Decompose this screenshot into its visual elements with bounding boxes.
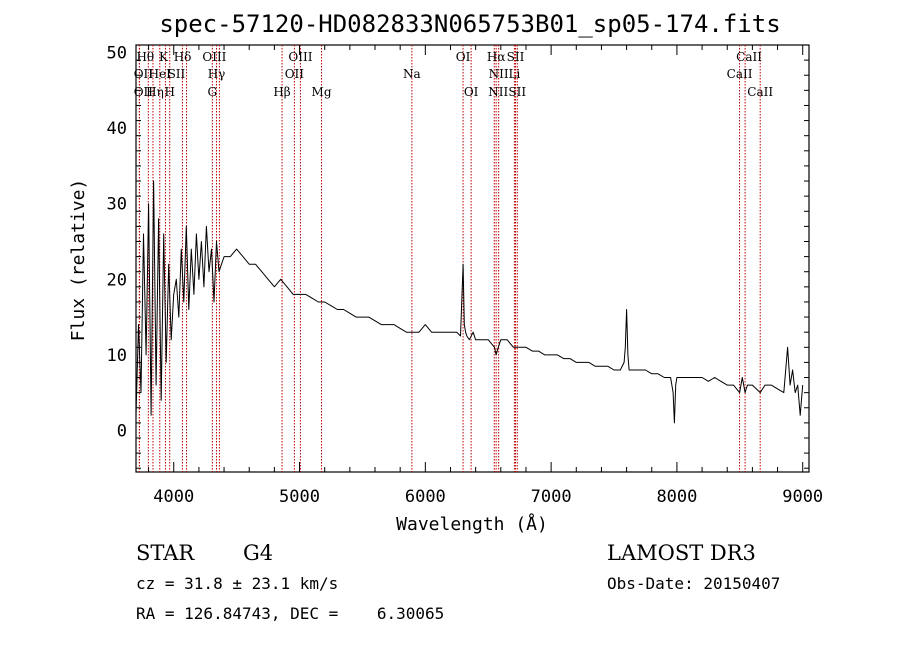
spectral-line-label: Li — [508, 67, 520, 81]
coordinates-text: RA = 126.84743, DEC = 6.30065 — [136, 604, 444, 623]
spectral-line-label: NII — [489, 67, 509, 81]
y-axis-ticks: 0 10 20 30 40 50 — [107, 44, 809, 469]
spectral-line-label: Hγ — [208, 67, 226, 81]
spectral-line-label: OI — [464, 85, 479, 99]
spectral-line-label: OII — [134, 85, 154, 99]
y-tick-label: 0 — [117, 421, 127, 441]
y-tick-label: 40 — [107, 119, 127, 139]
spectral-line-label: Hβ — [273, 85, 290, 99]
x-tick-label: 6000 — [405, 487, 446, 507]
y-tick-label: 10 — [107, 346, 127, 366]
spectral-line-label: OII — [134, 67, 154, 81]
y-tick-label: 30 — [107, 195, 127, 215]
spectral-line-label: HeI — [149, 67, 172, 81]
object-class: STAR — [136, 541, 195, 565]
x-axis-label: Wavelength (Å) — [396, 513, 548, 535]
x-tick-label: 8000 — [656, 487, 697, 507]
spectrum-layer — [135, 180, 804, 424]
x-axis-ticks: 4000 5000 6000 7000 8000 9000 — [148, 45, 823, 507]
obs-date-text: Obs-Date: 20150407 — [607, 574, 780, 593]
spectral-line-label: CaII — [736, 50, 762, 64]
spectral-line-label: NII — [488, 85, 508, 99]
spectral-line-label: Hδ — [174, 50, 192, 64]
redshift-text: cz = 31.8 ± 23.1 km/s — [136, 574, 338, 593]
spectral-line-label: SII — [168, 67, 186, 81]
spectral-line-label: OIII — [202, 50, 226, 64]
object-subclass: G4 — [243, 541, 273, 565]
survey-name: LAMOST DR3 — [607, 541, 756, 565]
spectral-line-label: H — [164, 85, 174, 99]
y-axis-label: Flux (relative) — [68, 179, 89, 342]
plot-frame — [135, 44, 810, 473]
spectral-line-label: Hη — [146, 85, 164, 99]
x-tick-label: 5000 — [279, 487, 320, 507]
spectral-line-label: SII — [507, 50, 525, 64]
spectral-line-label: OI — [456, 50, 471, 64]
y-tick-label: 50 — [107, 44, 127, 64]
chart-title: spec-57120-HD082833N065753B01_sp05-174.f… — [159, 10, 780, 38]
spectral-line-label: OIII — [288, 50, 312, 64]
spectral-line-label: CaII — [747, 85, 773, 99]
x-tick-label: 7000 — [531, 487, 572, 507]
spectral-line-label: K — [159, 50, 169, 64]
spectral-line-label: Hθ — [136, 50, 154, 64]
spectral-line-label: Na — [403, 67, 421, 81]
x-tick-label: 9000 — [782, 487, 823, 507]
x-tick-label: 4000 — [153, 487, 194, 507]
spectral-line-markers — [138, 45, 761, 472]
spectral-line-label: CaII — [727, 67, 753, 81]
spectral-line-label: G — [208, 85, 218, 99]
spectral-line-label: OII — [285, 67, 305, 81]
spectral-line-label: Mg — [312, 85, 332, 99]
spectrum-line — [135, 180, 804, 424]
spectral-line-label: Hα — [487, 50, 506, 64]
spectral-line-label: SII — [508, 85, 526, 99]
y-tick-label: 20 — [107, 270, 127, 290]
